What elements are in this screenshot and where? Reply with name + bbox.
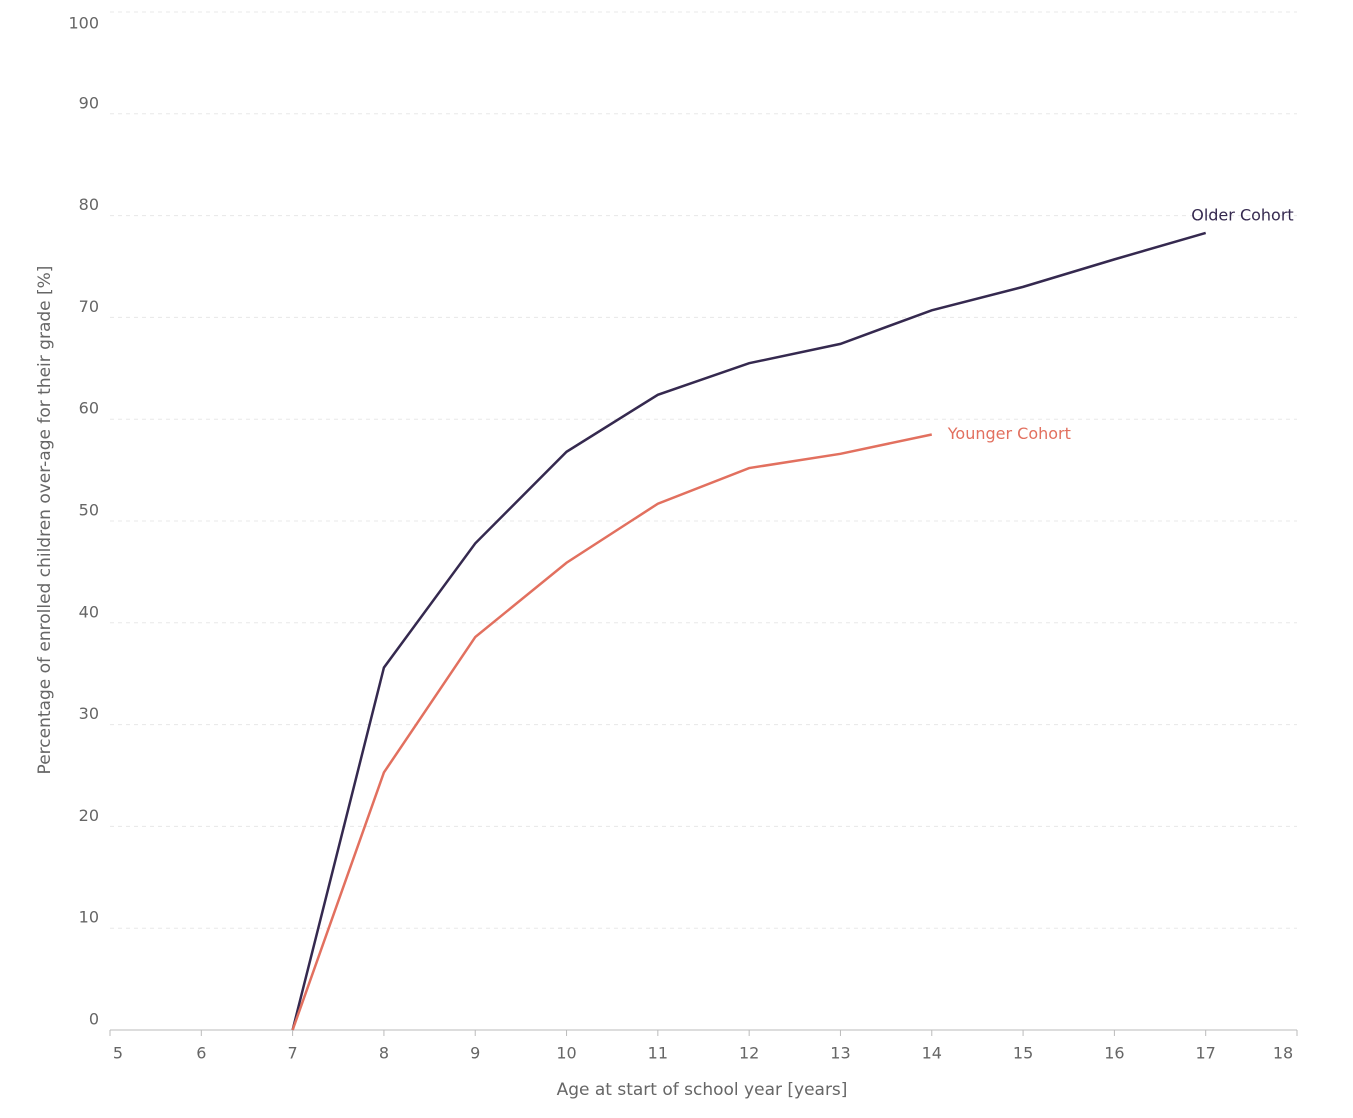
x-tick-label: 6 bbox=[196, 1044, 206, 1063]
x-tick-label: 10 bbox=[556, 1044, 576, 1063]
y-tick-label: 90 bbox=[79, 93, 99, 112]
x-tick-label: 16 bbox=[1104, 1044, 1124, 1063]
y-tick-label: 30 bbox=[79, 704, 99, 723]
y-tick-label: 80 bbox=[79, 195, 99, 214]
line-series bbox=[291, 433, 933, 1031]
x-tick-label: 14 bbox=[922, 1044, 942, 1063]
line-series bbox=[291, 231, 1207, 1031]
y-tick-label: 60 bbox=[79, 399, 99, 418]
y-tick-label: 100 bbox=[68, 14, 99, 33]
y-tick-label: 70 bbox=[79, 297, 99, 316]
x-tick-label: 13 bbox=[830, 1044, 850, 1063]
x-tick-label: 5 bbox=[113, 1044, 123, 1063]
series-label: Younger Cohort bbox=[947, 424, 1071, 443]
series-label: Older Cohort bbox=[1191, 205, 1293, 224]
x-tick-label: 8 bbox=[379, 1044, 389, 1063]
x-axis-label: Age at start of school year [years] bbox=[557, 1080, 848, 1100]
y-tick-label: 0 bbox=[89, 1010, 99, 1029]
x-tick-label: 11 bbox=[648, 1044, 668, 1063]
x-tick-label: 7 bbox=[288, 1044, 298, 1063]
x-tick-label: 12 bbox=[739, 1044, 759, 1063]
x-tick-label: 18 bbox=[1273, 1044, 1293, 1063]
x-tick-label: 9 bbox=[470, 1044, 480, 1063]
y-tick-label: 40 bbox=[79, 602, 99, 621]
x-tick-label: 17 bbox=[1196, 1044, 1216, 1063]
y-axis-label: Percentage of enrolled children over-age… bbox=[35, 266, 55, 775]
y-tick-label: 50 bbox=[79, 501, 99, 520]
x-tick-label: 15 bbox=[1013, 1044, 1033, 1063]
y-tick-label: 20 bbox=[79, 806, 99, 825]
y-tick-label: 10 bbox=[79, 908, 99, 927]
